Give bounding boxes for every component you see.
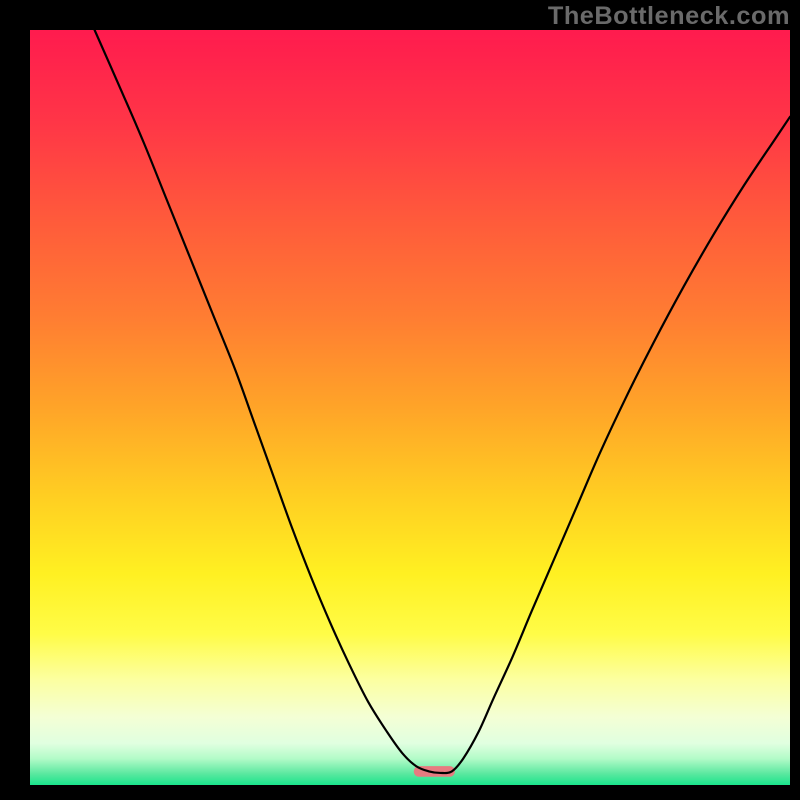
chart-frame: TheBottleneck.com <box>0 0 800 800</box>
watermark-text: TheBottleneck.com <box>548 2 790 31</box>
bottleneck-chart <box>30 30 790 785</box>
plot-area <box>30 30 790 785</box>
